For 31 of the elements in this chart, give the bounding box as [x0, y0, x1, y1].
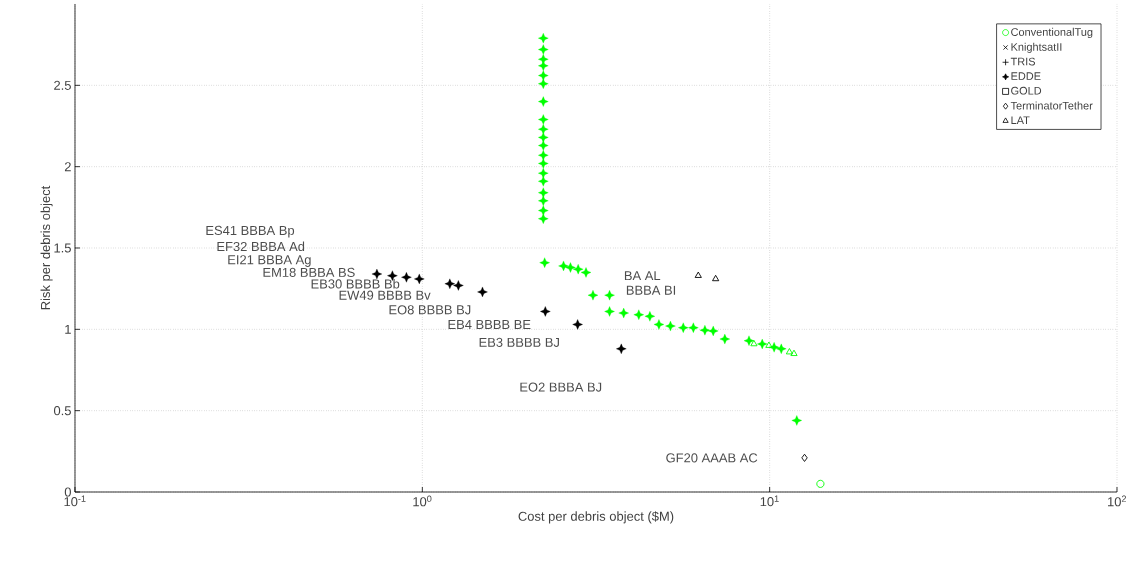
y-axis-title: Risk per debris object — [40, 185, 53, 310]
legend-label: TRIS — [1010, 57, 1036, 66]
annotation: EB4 BBBB BE — [448, 320, 531, 329]
y-tick-label: 2.5 — [54, 80, 71, 90]
x-tick-label: 10$^{1}$ — [760, 495, 779, 507]
annotation: EF32 BBBA Ad — [217, 241, 305, 252]
legend-label: ConventionalTug — [1011, 27, 1093, 39]
annotation: EI21 BBBA Ag — [228, 255, 311, 267]
x-tick-label: 10$^{2}$ — [1108, 495, 1126, 507]
x-axis-title: Cost per debris object ($M) — [518, 511, 674, 524]
annotation: EB3 BBBB BJ — [479, 337, 559, 347]
annotation: EW49 BBBB Bv — [339, 290, 431, 300]
annotation: EM18 BBBA BS — [263, 267, 355, 277]
x-tick-label: 10$^{0}$ — [413, 495, 432, 507]
y-tick-label: 0 — [64, 487, 71, 497]
legend-label: LAT — [1011, 116, 1030, 124]
annotation: BBBA BI — [626, 285, 676, 295]
annotation: ES41 BBBA Bp — [206, 225, 295, 238]
y-tick-label: 1 — [65, 324, 71, 334]
annotation: BA AL — [624, 271, 661, 281]
legend-label: TerminatorTether — [1010, 101, 1093, 110]
legend-label: EDDE — [1011, 72, 1041, 80]
legend-label: GOLD — [1011, 86, 1042, 95]
y-tick-label: 0.5 — [53, 406, 71, 416]
y-tick-label: 1.5 — [54, 243, 71, 253]
annotation: EB30 BBBB Bb — [311, 279, 400, 289]
annotation: EO8 BBBB BJ — [389, 305, 471, 315]
y-tick-label: 2 — [64, 162, 71, 172]
annotation: EO2 BBBA BJ — [520, 382, 602, 392]
legend-label: KnightsatII — [1011, 42, 1062, 53]
annotation: GF20 AAAB AC — [666, 453, 758, 463]
